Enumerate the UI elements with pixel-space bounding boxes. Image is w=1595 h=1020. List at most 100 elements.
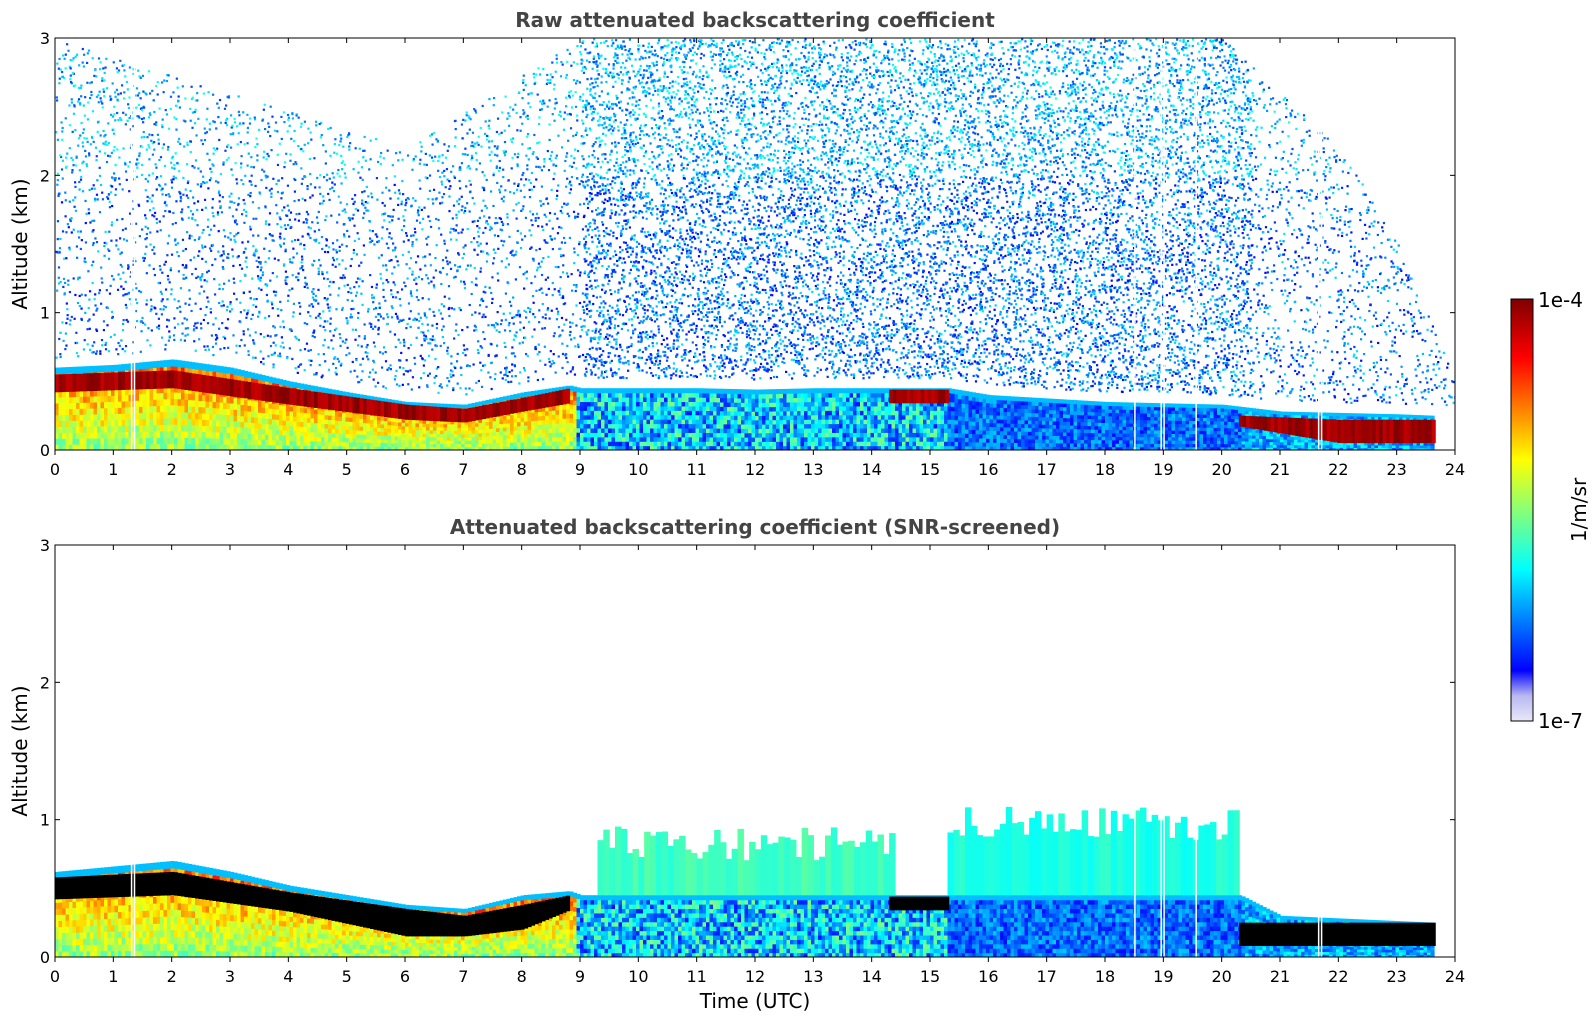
noise-speckle (629, 146, 632, 149)
noise-speckle (273, 129, 277, 132)
noise-speckle (177, 100, 180, 103)
noise-speckle (313, 373, 316, 376)
noise-speckle (370, 294, 374, 297)
noise-speckle (269, 105, 272, 108)
noise-speckle (650, 357, 653, 360)
noise-speckle (270, 301, 273, 304)
noise-speckle (269, 344, 273, 348)
noise-speckle (99, 61, 102, 64)
noise-speckle (309, 196, 312, 199)
noise-speckle (262, 108, 265, 111)
noise-speckle (112, 61, 115, 64)
noise-speckle (69, 58, 72, 62)
noise-speckle (77, 230, 80, 233)
noise-speckle (280, 336, 284, 339)
noise-speckle (523, 309, 526, 312)
noise-speckle (450, 170, 453, 173)
noise-speckle (164, 306, 167, 309)
noise-speckle (675, 200, 678, 203)
noise-speckle (392, 208, 395, 212)
noise-speckle (114, 119, 117, 122)
noise-speckle (177, 323, 180, 326)
noise-speckle (584, 355, 587, 359)
noise-speckle (76, 256, 79, 259)
noise-speckle (586, 113, 589, 116)
noise-speckle (670, 158, 673, 161)
noise-speckle (252, 234, 255, 237)
noise-speckle (415, 219, 419, 222)
noise-speckle (415, 282, 418, 285)
noise-speckle (536, 93, 539, 96)
noise-speckle (516, 229, 519, 233)
noise-speckle (672, 345, 675, 348)
noise-speckle (475, 277, 478, 280)
noise-speckle (189, 150, 192, 154)
noise-speckle (621, 193, 624, 197)
noise-speckle (372, 378, 375, 381)
noise-speckle (668, 144, 671, 147)
noise-speckle (178, 305, 182, 308)
noise-speckle (607, 189, 610, 192)
noise-speckle (211, 244, 215, 247)
noise-speckle (279, 345, 282, 348)
noise-speckle (549, 73, 552, 76)
noise-speckle (675, 149, 678, 153)
noise-speckle (121, 217, 124, 221)
noise-speckle (185, 194, 188, 197)
noise-speckle (297, 279, 300, 282)
noise-speckle (665, 359, 669, 362)
noise-speckle (630, 64, 634, 67)
noise-speckle (151, 142, 154, 145)
noise-speckle (646, 133, 649, 136)
noise-speckle (631, 143, 634, 146)
noise-speckle (261, 271, 265, 274)
noise-speckle (197, 117, 200, 120)
noise-speckle (124, 293, 127, 296)
noise-speckle (534, 216, 537, 220)
noise-speckle (581, 353, 585, 357)
noise-speckle (159, 308, 162, 311)
noise-speckle (286, 204, 289, 207)
noise-speckle (667, 283, 670, 286)
noise-speckle (369, 274, 372, 277)
noise-speckle (592, 96, 595, 99)
noise-speckle (551, 113, 554, 116)
noise-speckle (620, 180, 623, 183)
noise-speckle (650, 330, 653, 333)
noise-speckle (64, 332, 68, 335)
noise-speckle (670, 64, 673, 67)
noise-speckle (539, 166, 542, 169)
noise-speckle (579, 271, 582, 274)
noise-speckle (170, 161, 173, 164)
noise-speckle (347, 216, 350, 220)
noise-speckle (511, 156, 514, 159)
noise-speckle (270, 187, 273, 190)
noise-speckle (514, 335, 517, 338)
noise-speckle (630, 253, 633, 256)
noise-speckle (287, 294, 290, 297)
noise-speckle (237, 255, 240, 258)
noise-speckle (178, 170, 181, 173)
noise-speckle (71, 71, 74, 75)
noise-speckle (249, 225, 252, 228)
noise-speckle (99, 352, 102, 355)
noise-speckle (596, 65, 599, 68)
noise-speckle (670, 294, 674, 298)
noise-speckle (407, 302, 411, 305)
noise-speckle (522, 81, 525, 84)
noise-speckle (433, 382, 436, 385)
noise-speckle (629, 149, 633, 153)
noise-speckle (618, 358, 621, 361)
noise-speckle (131, 207, 135, 211)
noise-speckle (642, 315, 645, 318)
noise-speckle (138, 75, 141, 78)
noise-speckle (414, 231, 417, 234)
noise-speckle (575, 283, 578, 287)
noise-speckle (479, 270, 482, 273)
noise-speckle (446, 262, 449, 266)
noise-speckle (75, 331, 78, 334)
noise-speckle (213, 293, 217, 296)
noise-speckle (321, 202, 324, 205)
noise-speckle (595, 137, 598, 140)
noise-speckle (611, 186, 614, 189)
